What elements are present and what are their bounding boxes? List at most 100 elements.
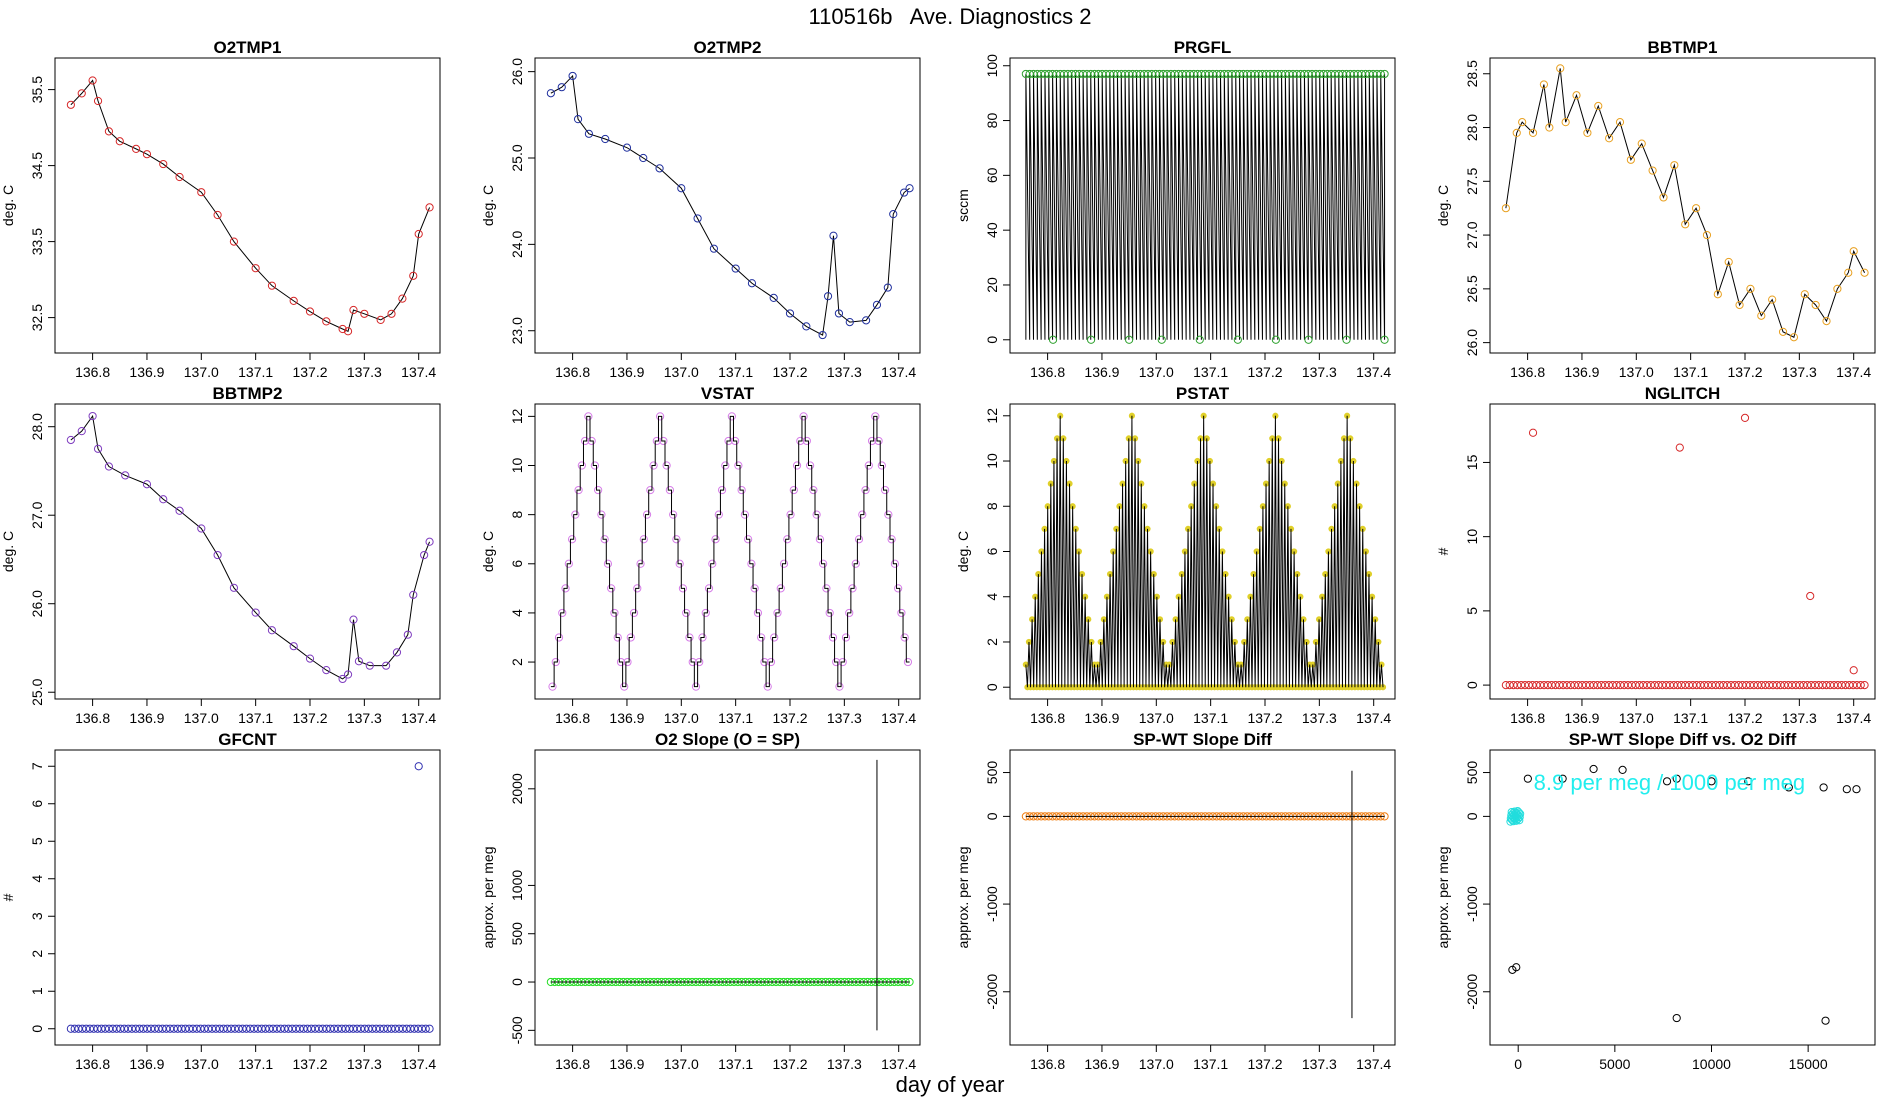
data-point (584, 129, 594, 138)
data-point (1513, 810, 1522, 819)
chart-title: PRGFL (1174, 38, 1232, 57)
data-point (900, 633, 909, 642)
data-point (1304, 335, 1313, 344)
data-point (142, 480, 152, 489)
x-tick-label: 137.3 (1302, 364, 1337, 380)
data-point (1768, 295, 1777, 304)
y-axis-label: # (1435, 547, 1451, 555)
data-point (229, 583, 239, 592)
data-point (590, 461, 599, 470)
data-point (77, 89, 86, 98)
data-point (711, 535, 720, 544)
data-point (889, 210, 898, 219)
data-point (601, 134, 610, 144)
data-point (343, 327, 353, 336)
y-tick-label: 80 (984, 113, 1000, 129)
data-point (815, 535, 824, 544)
data-point (305, 307, 315, 316)
x-tick-label: 136.9 (609, 710, 644, 726)
data-point (1778, 327, 1788, 336)
x-tick-label: 137.3 (347, 364, 382, 380)
x-tick-label: 137.3 (827, 364, 862, 380)
data-point (757, 633, 766, 642)
series-line (1025, 73, 1386, 340)
plot-frame (1489, 403, 1876, 700)
x-tick-label: 137.2 (1727, 364, 1762, 380)
data-point (229, 237, 239, 246)
chart-panel-8: GFCNT #136.8 136.9 137.0 137.1 137.2 137.3 137.… (0, 730, 441, 1072)
data-point (343, 670, 353, 679)
series-line (550, 415, 910, 688)
x-tick-label: 137.2 (1247, 364, 1282, 380)
y-tick-label: 8 (509, 511, 525, 519)
data-point (646, 485, 655, 495)
data-point (1376, 69, 1385, 79)
data-point (688, 657, 697, 667)
chart-title: NGLITCH (1645, 384, 1721, 403)
data-point (1048, 335, 1058, 344)
data-point (1518, 118, 1527, 127)
x-tick-label: 137.1 (238, 364, 273, 380)
chart-panel-6: PSTAT deg. C 136.8 136.9 137.0 137.1 137.2 137.… (955, 384, 1396, 726)
x-tick-label: 136.9 (1084, 364, 1119, 380)
data-point (1856, 680, 1865, 690)
chart-title: GFCNT (218, 730, 277, 749)
x-tick-label: 137.1 (238, 1056, 273, 1072)
data-point (905, 184, 914, 193)
y-tick-label: 2 (984, 638, 1000, 646)
y-tick-label: 27.0 (29, 501, 45, 528)
data-point (349, 305, 358, 315)
data-point (819, 559, 828, 568)
data-point (1784, 783, 1793, 792)
data-point (1691, 204, 1701, 213)
data-point (1125, 335, 1134, 344)
plot-frame (1009, 57, 1396, 354)
y-tick-label: 33.5 (29, 228, 45, 255)
data-point (77, 427, 86, 436)
series-line (550, 74, 910, 336)
data-point (414, 229, 423, 239)
data-point (642, 510, 652, 519)
data-point (1380, 69, 1389, 79)
y-tick-label: 28.5 (1464, 60, 1480, 87)
data-point (93, 96, 103, 106)
data-point (93, 444, 103, 453)
x-tick-label: 136.9 (1084, 1056, 1119, 1072)
data-point (714, 510, 723, 519)
x-tick-label: 136.8 (75, 710, 110, 726)
data-point (822, 584, 831, 593)
chart-panel-5: VSTAT deg. C 136.8 136.9 137.0 137.1 137.2 137.… (480, 384, 921, 726)
plot-frame (1489, 57, 1876, 354)
data-point (175, 172, 184, 182)
data-point (695, 657, 704, 667)
data-point (607, 584, 616, 593)
x-tick-label: 137.3 (347, 710, 382, 726)
y-axis-label: deg. C (1435, 185, 1451, 226)
data-point (115, 137, 124, 146)
data-point (1342, 335, 1351, 344)
data-point (1860, 268, 1869, 277)
y-tick-label: 8 (984, 502, 1000, 510)
data-point (867, 436, 877, 446)
y-tick-label: 10 (509, 458, 525, 474)
x-tick-label: 15000 (1789, 1056, 1828, 1072)
data-point (639, 153, 648, 163)
data-point (769, 293, 778, 303)
data-point (88, 76, 97, 85)
y-tick-label: 4 (984, 593, 1000, 601)
data-point (796, 436, 805, 446)
data-point (1561, 118, 1570, 127)
series-line (70, 79, 431, 332)
data-point (701, 608, 710, 618)
y-tick-label: 2 (29, 950, 45, 958)
data-point (197, 524, 206, 533)
data-point (620, 682, 629, 691)
x-tick-label: 136.9 (609, 364, 644, 380)
y-tick-label: 6 (984, 547, 1000, 555)
x-tick-label: 137.3 (827, 1056, 862, 1072)
data-point (682, 608, 691, 618)
x-tick-label: 137.4 (1836, 364, 1871, 380)
x-tick-label: 137.1 (1673, 710, 1708, 726)
data-point (652, 436, 661, 446)
x-tick-label: 137.1 (1673, 364, 1708, 380)
